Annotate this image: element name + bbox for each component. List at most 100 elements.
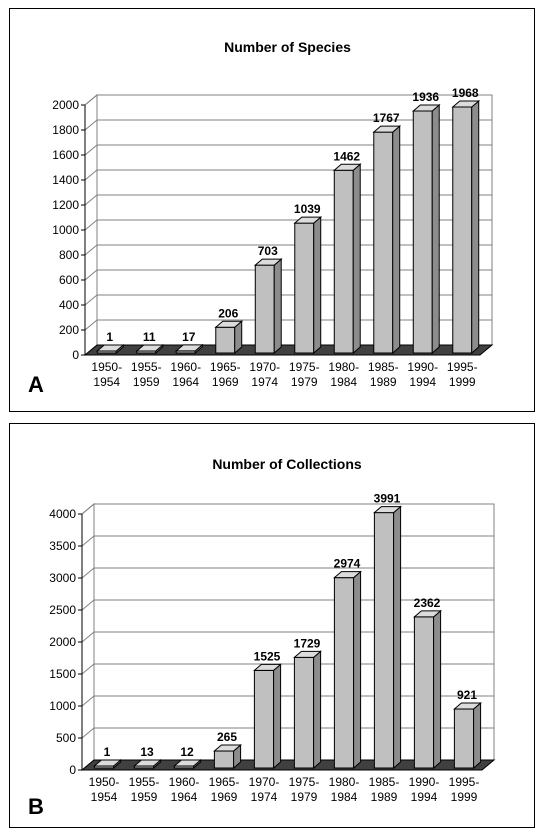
data-label: 3991 — [374, 492, 401, 506]
bar-front — [333, 169, 354, 354]
bar-side — [313, 216, 322, 355]
bar-top — [174, 344, 204, 352]
bar — [411, 103, 441, 355]
bar-front — [213, 750, 235, 769]
x-tick-label: 1970-1974 — [249, 775, 280, 804]
bar — [373, 505, 402, 770]
gridline — [81, 503, 494, 515]
bar-top — [293, 650, 322, 658]
gridline — [81, 567, 494, 579]
bar-side — [471, 99, 480, 355]
x-tick-label: 1950-1954 — [91, 360, 122, 389]
bar — [413, 609, 442, 770]
y-tick-label: 1400 — [52, 173, 79, 187]
bar-front — [254, 264, 275, 354]
data-label: 1 — [104, 745, 111, 759]
data-label: 1039 — [294, 202, 321, 216]
chart-title: Number of Species — [224, 39, 351, 55]
bar — [95, 343, 125, 355]
bar-front — [293, 656, 315, 769]
bar-top — [332, 163, 362, 171]
panel-label: A — [28, 372, 44, 397]
data-label: 2362 — [414, 596, 441, 610]
bar-top — [293, 216, 323, 224]
bar — [253, 663, 282, 770]
bar-side — [352, 163, 361, 355]
data-label: 265 — [217, 730, 237, 744]
bar — [213, 743, 242, 770]
bar-side — [353, 570, 362, 770]
bar — [93, 758, 122, 770]
bar — [332, 163, 362, 355]
bar-top — [135, 344, 165, 352]
bar-top — [95, 344, 125, 352]
y-tick-label: 1500 — [49, 667, 76, 681]
bar-front — [373, 131, 394, 354]
bar — [293, 650, 322, 770]
bar-top — [333, 571, 362, 579]
bar-top — [173, 759, 202, 767]
y-tick-label: 500 — [56, 731, 76, 745]
bar — [333, 570, 362, 770]
y-tick-label: 3500 — [49, 539, 76, 553]
x-tick-label: 1950-1954 — [89, 775, 120, 804]
bar-top — [253, 258, 283, 266]
x-tick-label: 1990-1994 — [407, 360, 438, 389]
x-tick-label: 1970-1974 — [249, 360, 280, 389]
x-tick-label: 1975-1979 — [289, 360, 320, 389]
y-tick-label: 0 — [72, 348, 79, 362]
data-label: 1968 — [452, 86, 479, 100]
bar-front — [452, 106, 473, 354]
data-label: 1462 — [333, 149, 360, 163]
y-tick-label: 4000 — [49, 507, 76, 521]
data-label: 206 — [218, 306, 238, 320]
y-tick-label: 3000 — [49, 571, 76, 585]
x-tick-label: 1960-1964 — [169, 775, 200, 804]
gridline — [84, 94, 492, 106]
x-tick-label: 1985-1989 — [368, 360, 399, 389]
x-tick-label: 1995-1999 — [447, 360, 478, 389]
data-label: 1525 — [254, 649, 281, 663]
data-label: 1936 — [412, 90, 439, 104]
chart-title: Number of Collections — [212, 456, 362, 472]
y-tick-label: 1000 — [49, 699, 76, 713]
x-tick-label: 1990-1994 — [409, 775, 440, 804]
species-chart: Number of Species 0 200 400 600 800 1000 1200 14… — [28, 39, 494, 397]
collections-chart: Number of Collections 0 500 1000 1500 2000 250… — [28, 456, 496, 819]
bar-front — [253, 669, 275, 769]
panel-label: B — [28, 794, 44, 819]
y-tick-label: 2000 — [49, 635, 76, 649]
bar-side — [393, 505, 402, 770]
bar-side — [433, 609, 442, 770]
y-tick-label: 0 — [69, 763, 76, 777]
y-tick-label: 1800 — [52, 123, 79, 137]
data-label: 1767 — [373, 111, 400, 125]
x-tick-label: 1980-1984 — [329, 775, 360, 804]
bar-front — [412, 110, 433, 354]
x-tick-label: 1965-1969 — [209, 775, 240, 804]
bar — [214, 320, 244, 355]
bar-side — [273, 663, 282, 770]
data-label: 1729 — [294, 636, 321, 650]
chart-panel-b: Number of Collections 0 500 1000 1500 2000 250… — [9, 423, 535, 828]
data-label: 12 — [180, 745, 194, 759]
bar-top — [253, 663, 282, 671]
bar-side — [431, 103, 440, 355]
bar-front — [413, 616, 435, 769]
y-tick-label: 600 — [59, 273, 79, 287]
bar — [253, 258, 283, 355]
bar — [133, 758, 162, 770]
y-tick-label: 200 — [59, 323, 79, 337]
x-tick-label: 1975-1979 — [289, 775, 320, 804]
x-tick-label: 1995-1999 — [449, 775, 480, 804]
bar — [453, 701, 482, 770]
bar-front — [373, 512, 395, 769]
y-tick-label: 2000 — [52, 98, 79, 112]
bar-top — [213, 744, 242, 752]
bar-top — [411, 104, 441, 112]
bar — [174, 343, 204, 355]
data-label: 703 — [258, 244, 278, 258]
y-tick-label: 1200 — [52, 198, 79, 212]
bar-side — [473, 701, 482, 770]
bar — [451, 99, 481, 355]
